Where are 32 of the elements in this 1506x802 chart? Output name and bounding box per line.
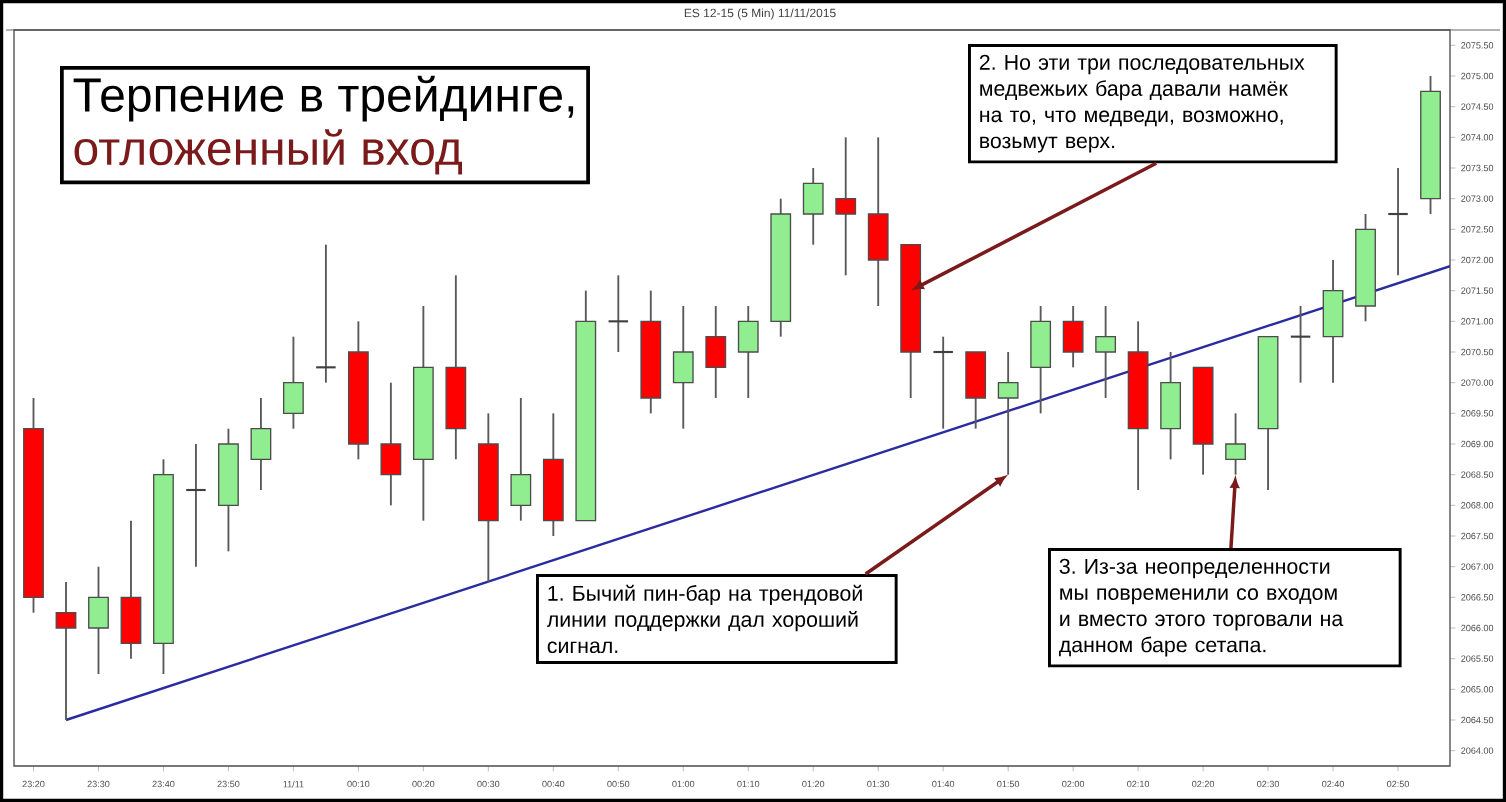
candlestick: [932, 335, 954, 430]
candlestick: [1387, 167, 1409, 277]
candlestick: [88, 565, 109, 675]
text: Терпение в трейдинге,: [73, 75, 574, 122]
text: отложенный вход: [74, 129, 463, 175]
candlestick: [510, 397, 532, 522]
candlestick: [1030, 305, 1052, 415]
candlestick: [1062, 305, 1084, 369]
candlestick: [185, 443, 207, 568]
candlestick: [120, 519, 142, 660]
candlestick: [282, 335, 304, 430]
candlestick: [55, 581, 77, 721]
candlestick: [1160, 351, 1182, 461]
annotation: 1. Бычий пин-бар на трендовой линии поддержки дал хороший сигнал.: [546, 584, 862, 654]
candlestick: [835, 136, 857, 277]
annotation: 2. Но эти три последовательных медвежьих бара давали намёк на то, что медведи, возможно, возьмут верх.: [979, 54, 1305, 153]
candlestick: [672, 305, 694, 430]
candlestick: [1289, 305, 1312, 384]
candlestick: [380, 381, 402, 507]
candlestick: [965, 351, 987, 430]
candlestick: [705, 305, 727, 399]
candlestick: [607, 274, 630, 353]
annotation: 3. Из-за неопределенности мы повременили со входом и вместо этого торговали на данном баре сетапа.: [1059, 558, 1344, 657]
candlestick: [1225, 412, 1246, 476]
candlestick: [1095, 305, 1117, 399]
candlestick: [802, 167, 824, 246]
candlestick: [250, 397, 272, 491]
candlestick: [1322, 259, 1344, 384]
candlestick: [997, 351, 1019, 476]
candlestick: [737, 305, 759, 399]
candlestick: [867, 136, 889, 307]
candlestick: [315, 243, 337, 384]
